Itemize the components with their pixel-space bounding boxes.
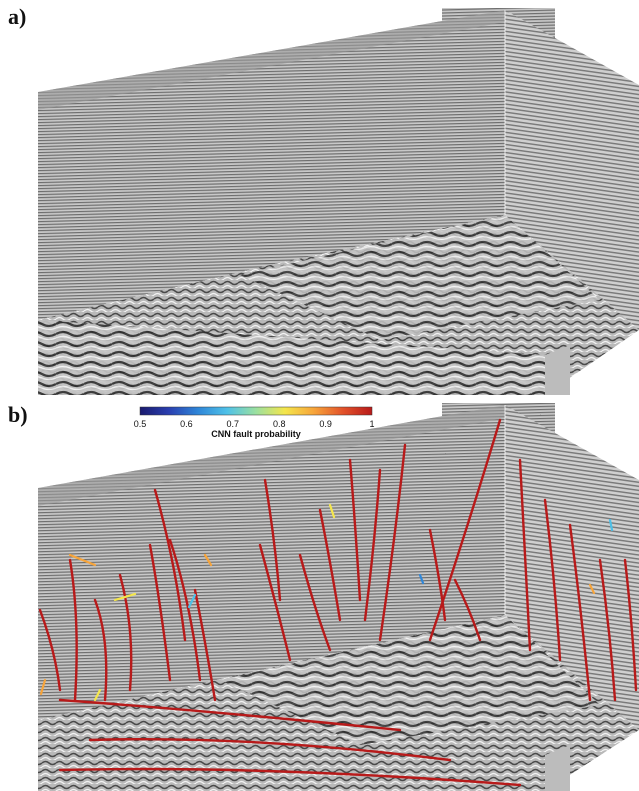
panel-a-top-band [38, 10, 505, 110]
colorbar-tick-label: 1 [369, 419, 374, 429]
panel-b-fault-traces [38, 418, 638, 787]
panel-a-time-slice-swirl [240, 215, 600, 340]
colorbar-tick-label: 0.6 [180, 419, 193, 429]
colorbar-tick-label: 0.8 [273, 419, 286, 429]
panel-b-fault-highlights [39, 503, 614, 702]
panel-b-top-band [38, 405, 505, 506]
panel-a-volume [38, 8, 639, 395]
panel-b-volume [38, 403, 639, 791]
panel-a-front-wall [38, 320, 545, 395]
panel-b-crossline-face [505, 405, 639, 730]
colorbar-bar [139, 406, 373, 416]
panel-b-time-slice-swirl [220, 615, 600, 745]
colorbar-title: CNN fault probability [211, 429, 301, 439]
panel-label-b: b) [8, 402, 28, 427]
colorbar-tick-label: 0.9 [319, 419, 332, 429]
colorbar-tick-label: 0.7 [227, 419, 240, 429]
panel-a-crossline-face [505, 10, 639, 330]
panel-a-right-pillar [545, 345, 570, 395]
colorbar-tick-label: 0.5 [134, 419, 147, 429]
colorbar: 0.5 0.6 0.7 0.8 0.9 1 CNN fault probability [134, 406, 375, 439]
panel-b-right-pillar [545, 745, 570, 791]
panel-label-a: a) [8, 4, 27, 29]
colorbar-ticks: 0.5 0.6 0.7 0.8 0.9 1 [134, 419, 375, 429]
